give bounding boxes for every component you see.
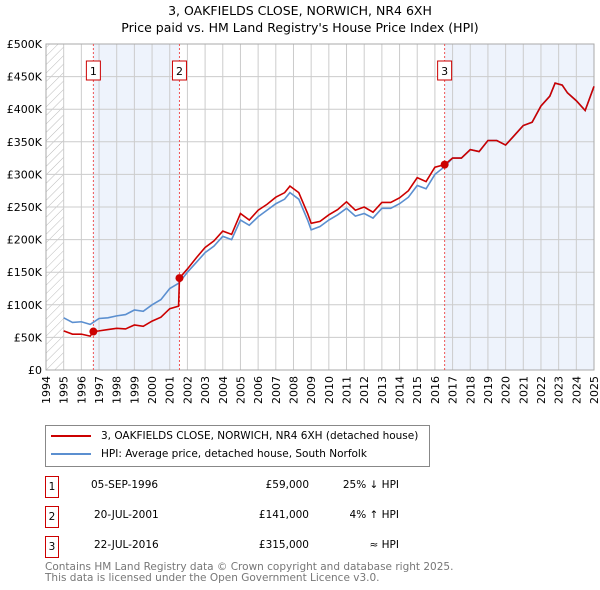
sale-point: [175, 274, 184, 283]
licence-text: This data is licensed under the Open Gov…: [45, 572, 380, 584]
x-tick-label: 2007: [270, 376, 283, 404]
sale-hpi-diff: 4% ↑ HPI: [349, 509, 399, 521]
x-tick-label: 1998: [111, 376, 124, 404]
sale-price: £59,000: [265, 479, 309, 491]
legend-swatch-red: [51, 435, 91, 437]
sale-label: 2: [176, 65, 183, 78]
x-tick-label: 2010: [323, 376, 336, 404]
copyright-text: Contains HM Land Registry data © Crown c…: [45, 561, 454, 573]
sale-marker-badge: 2: [45, 506, 59, 528]
legend-label: HPI: Average price, detached house, Sout…: [101, 448, 367, 460]
legend: 3, OAKFIELDS CLOSE, NORWICH, NR4 6XH (de…: [45, 425, 430, 467]
x-tick-label: 2017: [447, 376, 460, 404]
x-tick-label: 1994: [40, 376, 53, 404]
y-tick-label: £350K: [7, 136, 43, 149]
plot-border: [45, 43, 595, 371]
plot-area: 1994 1995 1996 1997 1998 1999 2000 2001 2002 2003…: [7, 38, 600, 404]
x-tick-label: 2008: [287, 376, 300, 404]
sale-marker-badge: 3: [45, 536, 59, 558]
x-tick-label: 2023: [553, 376, 566, 404]
x-tick-label: 1997: [93, 376, 106, 404]
sale-row: 2 20-JUL-2001 £141,000 4% ↑ HPI: [45, 506, 445, 528]
y-tick-label: £250K: [7, 201, 43, 214]
chart-subtitle: Price paid vs. HM Land Registry's House …: [121, 20, 479, 35]
sale-label: 1: [90, 65, 97, 78]
y-tick-label: £100K: [7, 299, 43, 312]
x-tick-label: 2005: [234, 376, 247, 404]
x-tick-label: 1996: [75, 376, 88, 404]
x-tick-label: 2006: [252, 376, 265, 404]
sale-hpi-diff: 25% ↓ HPI: [342, 479, 399, 491]
sale-price: £315,000: [258, 539, 309, 551]
sale-date: 20-JUL-2001: [94, 509, 159, 521]
x-tick-label: 2018: [464, 376, 477, 404]
x-tick-label: 2001: [164, 376, 177, 404]
y-tick-label: £400K: [7, 103, 43, 116]
x-tick-label: 2013: [376, 376, 389, 404]
legend-item-hpi: HPI: Average price, detached house, Sout…: [51, 448, 367, 460]
footer-note: Contains HM Land Registry data © Crown c…: [45, 562, 453, 584]
x-tick-label: 2022: [535, 376, 548, 404]
x-tick-label: 2004: [217, 376, 230, 404]
x-tick-label: 2002: [181, 376, 194, 404]
sale-point: [89, 327, 98, 336]
y-tick-label: £300K: [7, 168, 43, 181]
x-tick-label: 2021: [517, 376, 530, 404]
x-tick-label: 2024: [570, 376, 583, 404]
legend-swatch-blue: [51, 453, 91, 455]
sale-hpi-diff: ≈ HPI: [369, 539, 399, 551]
x-tick-label: 2014: [394, 376, 407, 404]
sale-label-box: [171, 60, 187, 81]
sale-label-box: [85, 60, 101, 81]
x-tick-label: 1999: [128, 376, 141, 404]
y-tick-label: £150K: [7, 266, 43, 279]
x-tick-label: 2025: [588, 376, 600, 404]
x-tick-label: 1995: [58, 376, 71, 404]
y-tick-label: £0: [28, 364, 42, 377]
sale-date: 05-SEP-1996: [91, 479, 159, 491]
x-tick-label: 2016: [429, 376, 442, 404]
y-tick-label: £50K: [14, 331, 43, 344]
x-tick-label: 2011: [341, 376, 354, 404]
y-tick-label: £200K: [7, 234, 43, 247]
x-tick-label: 2012: [358, 376, 371, 404]
sale-marker-badge: 1: [45, 476, 59, 498]
legend-item-property: 3, OAKFIELDS CLOSE, NORWICH, NR4 6XH (de…: [51, 430, 418, 442]
x-tick-label: 2019: [482, 376, 495, 404]
y-tick-label: £500K: [7, 38, 43, 51]
price-paid-line: [63, 82, 595, 337]
sale-row: 3 22-JUL-2016 £315,000 ≈ HPI: [45, 536, 445, 558]
legend-label: 3, OAKFIELDS CLOSE, NORWICH, NR4 6XH (de…: [101, 430, 419, 442]
x-tick-label: 2020: [500, 376, 513, 404]
sale-date: 22-JUL-2016: [94, 539, 159, 551]
sale-price: £141,000: [258, 509, 309, 521]
sale-label: 3: [441, 65, 448, 78]
x-tick-label: 2003: [199, 376, 212, 404]
sale-row: 1 05-SEP-1996 £59,000 25% ↓ HPI: [45, 476, 445, 498]
sale-label-box: [437, 60, 453, 81]
sale-point: [440, 160, 449, 169]
x-tick-label: 2009: [305, 376, 318, 404]
chart-title: 3, OAKFIELDS CLOSE, NORWICH, NR4 6XH: [168, 3, 432, 18]
y-tick-label: £450K: [7, 71, 43, 84]
x-tick-label: 2015: [411, 376, 424, 404]
x-tick-label: 2000: [146, 376, 159, 404]
